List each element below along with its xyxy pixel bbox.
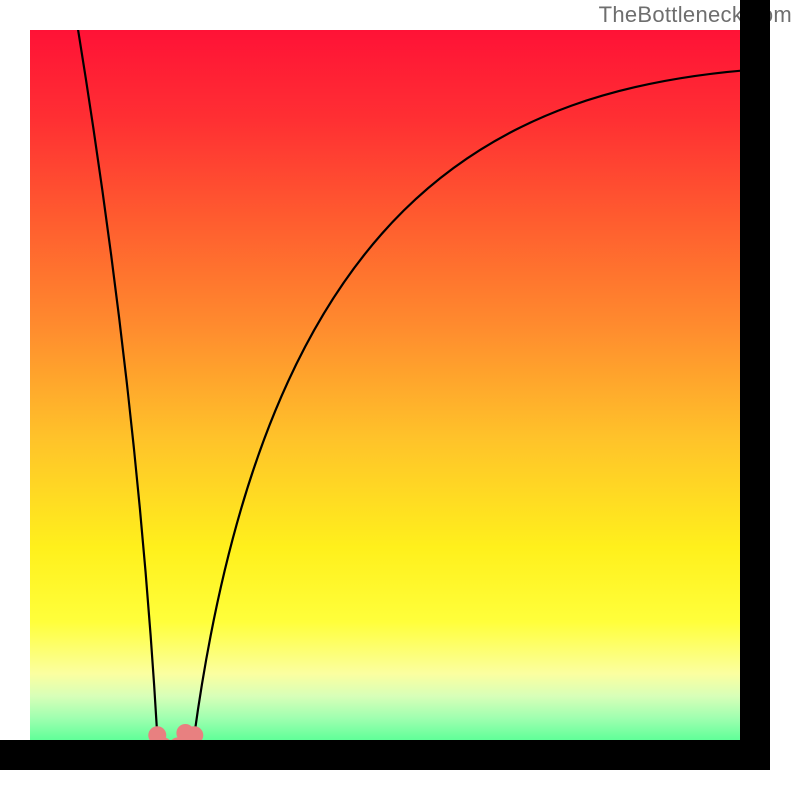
curve-layer [30, 30, 770, 770]
bottleneck-curve [78, 30, 770, 750]
watermark-text: TheBottleneck.com [599, 2, 792, 28]
dip-marker [185, 726, 203, 744]
plot-area [30, 30, 770, 770]
chart-frame: TheBottleneck.com [0, 0, 800, 800]
dip-marker-group [148, 724, 203, 760]
